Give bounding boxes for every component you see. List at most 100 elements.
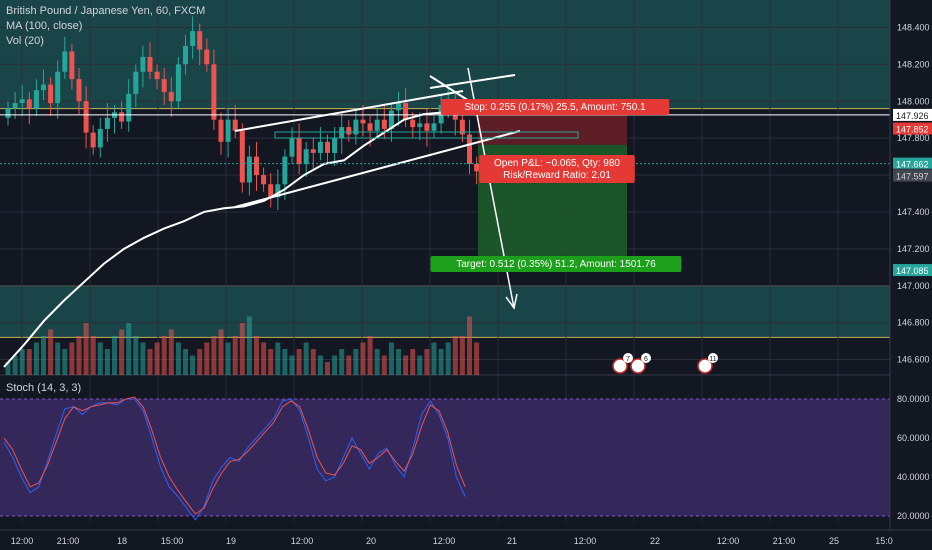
candle-body	[431, 123, 437, 131]
candle-body	[154, 71, 160, 80]
volume-bar	[303, 342, 309, 375]
time-label: 18	[117, 536, 127, 546]
volume-legend: Vol (20)	[6, 35, 44, 47]
price-tag-text: 147.926	[896, 111, 929, 121]
candle-body	[168, 92, 174, 102]
stop-zone	[478, 114, 627, 145]
volume-bar	[452, 336, 458, 375]
candle-body	[381, 119, 387, 129]
volume-bar	[140, 342, 146, 375]
price-tag-gray	[893, 169, 932, 182]
volume-bar	[381, 355, 387, 375]
candle-body	[268, 184, 274, 198]
price-tick: 146.600	[897, 355, 930, 365]
volume-bar	[424, 349, 430, 375]
time-label: 12:00	[291, 536, 314, 546]
volume-bar	[325, 362, 330, 375]
candle-body	[303, 149, 309, 164]
time-label: 12:00	[574, 536, 597, 546]
time-label: 21:00	[57, 536, 80, 546]
stop-label: Stop: 0.255 (0.17%) 25.5, Amount: 750.1	[464, 102, 646, 113]
candle-body	[197, 31, 203, 50]
candle-body	[119, 112, 125, 122]
candle-body	[261, 175, 267, 185]
price-tick: 147.800	[897, 133, 930, 143]
candle-body	[218, 119, 224, 142]
volume-bar	[239, 323, 245, 375]
price-tag-text: 147.662	[896, 160, 929, 170]
time-label: 12:00	[433, 536, 456, 546]
candle-body	[339, 127, 345, 139]
time-label: 25	[829, 536, 839, 546]
candle-body	[424, 123, 430, 131]
candle-body	[367, 123, 373, 131]
candle-body	[417, 123, 423, 128]
volume-bar	[254, 336, 259, 375]
volume-bar	[396, 349, 401, 375]
volume-bar	[410, 349, 416, 375]
volume-bar	[317, 355, 323, 375]
stoch-tick: 60.0000	[897, 433, 930, 443]
volume-bar	[5, 362, 11, 375]
volume-bar	[282, 349, 288, 375]
candle-body	[69, 51, 75, 80]
candle-body	[474, 163, 480, 172]
stoch-tick: 40.0000	[897, 472, 930, 482]
volume-bar	[133, 336, 139, 375]
lower-zone	[0, 285, 890, 338]
candle-body	[374, 119, 380, 131]
price-tick: 148.000	[897, 96, 930, 106]
price-tick: 148.400	[897, 22, 930, 32]
volume-bar	[190, 355, 196, 375]
volume-bar	[97, 342, 103, 375]
stoch-k-line	[3, 398, 466, 521]
volume-bar	[104, 349, 110, 375]
volume-bar	[346, 355, 352, 375]
price-tag-red	[893, 122, 932, 135]
time-label: 12:00	[717, 536, 740, 546]
event-count: 11	[709, 356, 716, 363]
event-count: 6	[644, 356, 648, 363]
volume-bar	[183, 349, 188, 375]
candle-body	[388, 110, 394, 129]
price-tick: 147.000	[897, 281, 930, 291]
volume-bar	[204, 342, 210, 375]
volume-bar	[246, 316, 252, 375]
volume-bar	[33, 342, 39, 375]
candle-body	[161, 79, 167, 93]
candle-body	[346, 127, 352, 135]
target-label: Target: 0.512 (0.35%) 51.2, Amount: 1501…	[456, 259, 656, 270]
event-count-badge	[708, 353, 718, 363]
symbol-legend: British Pound / Japanese Yen, 60, FXCM	[6, 5, 206, 17]
candle-body	[317, 141, 323, 153]
volume-bar	[76, 336, 82, 375]
price-tick: 148.200	[897, 59, 930, 69]
volume-bar	[268, 349, 274, 375]
volume-bar	[261, 342, 267, 375]
candle-body	[353, 119, 359, 135]
candle-body	[5, 108, 11, 118]
candle-body	[97, 128, 103, 148]
candle-body	[467, 134, 472, 164]
volume-bar	[69, 342, 75, 375]
volume-bar	[211, 336, 217, 375]
candle-body	[232, 119, 238, 131]
pnl-label-bg	[479, 155, 635, 183]
candle-body	[190, 31, 196, 46]
volume-bar	[459, 336, 465, 375]
price-tag-white	[893, 108, 932, 121]
volume-bar	[296, 349, 302, 375]
time-label: 12:00	[11, 536, 34, 546]
candle-body	[289, 138, 295, 157]
candle-body	[438, 104, 444, 124]
volume-bar	[41, 336, 46, 375]
channel-upper-line	[234, 90, 464, 132]
time-label: 21:00	[773, 536, 796, 546]
time-label: 19	[226, 536, 236, 546]
volume-bar	[197, 349, 203, 375]
volume-bar	[332, 355, 338, 375]
stoch-zone	[0, 399, 890, 516]
candle-body	[246, 156, 252, 183]
candle-body	[325, 141, 330, 153]
